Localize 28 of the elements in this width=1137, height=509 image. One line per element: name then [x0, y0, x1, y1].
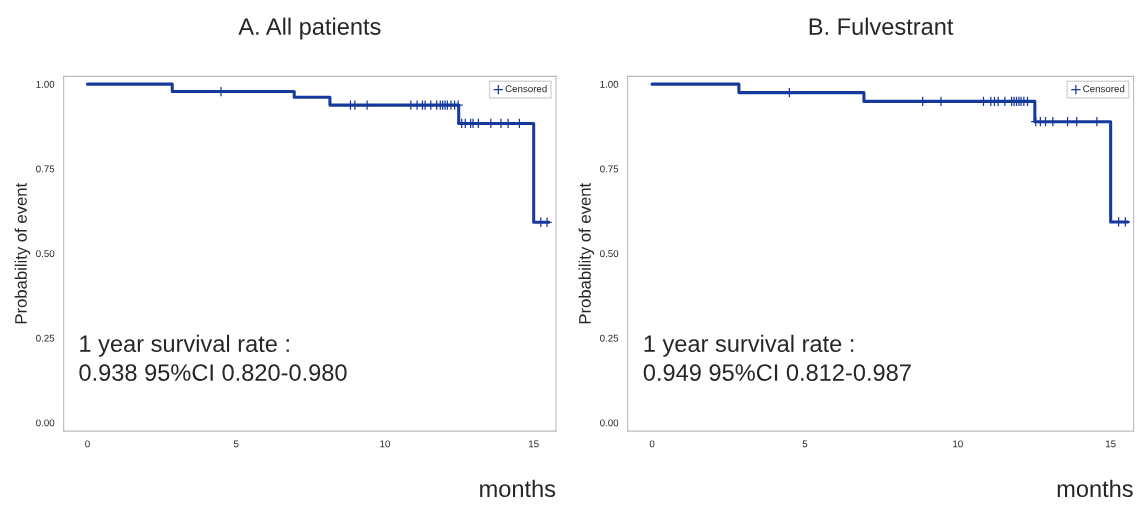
y-tick-label: 0.25 [36, 334, 55, 342]
legend-label: Censored [505, 85, 547, 93]
y-tick-label: 1.00 [600, 80, 619, 88]
annotation: 1 year survival rate : 0.949 95%CI 0.812-0.987 [643, 334, 911, 381]
x-tick-label: 0 [85, 440, 90, 448]
x-axis-title: months [480, 479, 556, 498]
y-tick-label: 1.00 [36, 80, 55, 88]
y-tick-label: 0.50 [600, 250, 619, 258]
x-tick-label: 10 [953, 440, 963, 448]
chart-title: A. All patients [238, 17, 381, 40]
legend-label: Censored [1083, 85, 1125, 93]
annotation: 1 year survival rate : 0.938 95%CI 0.820-0.980 [79, 334, 347, 381]
x-axis-title: months [1057, 479, 1133, 498]
x-tick-label: 5 [233, 440, 239, 448]
x-tick-label: 15 [1105, 440, 1116, 448]
x-tick-label: 5 [802, 440, 808, 448]
y-tick-label: 0.75 [36, 165, 55, 173]
x-tick-label: 10 [380, 440, 390, 448]
y-tick-label: 0.75 [600, 165, 619, 173]
y-tick-label: 0.25 [600, 334, 619, 342]
y-tick-label: 0.50 [36, 250, 55, 258]
y-axis-title: Probability of event [578, 182, 595, 324]
y-axis-title: Probability of event [14, 182, 31, 324]
chart-title: B. Fulvestrant [809, 17, 954, 35]
y-tick-label: 0.00 [600, 419, 619, 427]
x-tick-label: 0 [649, 440, 655, 448]
y-tick-label: 0.00 [36, 419, 55, 427]
x-tick-label: 15 [529, 440, 539, 448]
